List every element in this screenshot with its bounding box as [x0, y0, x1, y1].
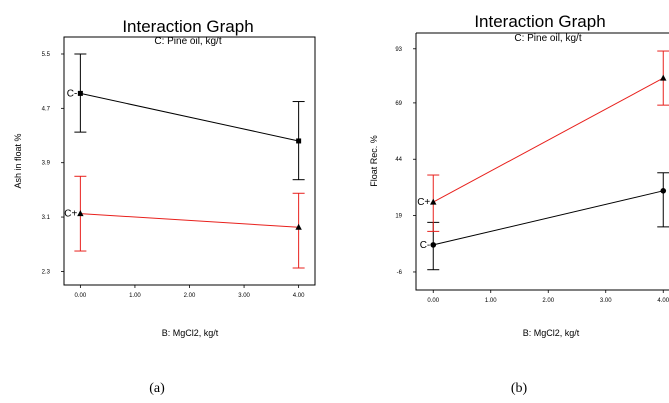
chart-a-series-c-plus-point	[295, 223, 302, 230]
chart-a-series-c-minus-point	[77, 90, 83, 96]
chart-a: Interaction Graph C: Pine oil, kg/t Ash …	[13, 17, 316, 396]
chart-a-y-axis-label: Ash in float %	[13, 133, 23, 188]
chart-a-x-tick-label: 1.00	[129, 293, 141, 299]
chart-a-caption: (a)	[149, 381, 165, 396]
chart-b-x-axis-label: B: MgCl2, kg/t	[523, 328, 580, 338]
chart-b-y-tick-label: 44	[395, 157, 402, 163]
chart-a-x-tick-label: 4.00	[293, 293, 305, 299]
chart-a-x-tick-label: 0.00	[75, 293, 87, 299]
chart-b-y-axis-label: Float Rec. %	[369, 135, 379, 187]
chart-a-series-c-minus-line	[80, 92, 299, 142]
chart-a-series-c-minus-point	[296, 138, 302, 144]
chart-a-series-c-plus-point	[77, 210, 84, 217]
chart-b-x-tick-label: 4.00	[657, 298, 669, 304]
chart-a-x-axis-label: B: MgCl2, kg/t	[162, 328, 219, 338]
chart-a-y-tick-label: 5.5	[42, 52, 51, 58]
chart-a-series-c-minus-label: C-	[67, 88, 78, 99]
chart-b-x-tick-label: 3.00	[600, 298, 612, 304]
chart-a-title: Interaction Graph	[122, 17, 253, 36]
chart-b: Interaction Graph C: Pine oil, kg/t Floa…	[369, 12, 669, 396]
chart-a-x-tick-label: 3.00	[238, 293, 250, 299]
chart-a-y-tick-label: 4.7	[42, 106, 51, 112]
chart-b-series-c-plus-point	[430, 198, 437, 205]
chart-b-series-c-minus-point	[660, 188, 667, 194]
chart-b-x-tick-label: 1.00	[485, 298, 497, 304]
chart-b-series-c-minus-point	[430, 242, 437, 248]
chart-b-y-tick-label: 69	[395, 101, 402, 107]
chart-b-x-tick-label: 0.00	[427, 298, 439, 304]
chart-a-marks: 0.00 1.00 2.00 3.00 4.00 2.3 3.1 3.9 4.7 5.5 C- C+	[42, 52, 305, 299]
chart-a-y-tick-label: 2.3	[42, 269, 51, 275]
chart-a-series-c-plus-label: C+	[64, 209, 77, 220]
chart-a-y-tick-label: 3.9	[42, 161, 51, 167]
chart-a-series-c-plus-line	[80, 213, 299, 228]
chart-b-plot-frame	[415, 33, 669, 291]
chart-b-title: Interaction Graph	[474, 12, 605, 31]
chart-b-caption: (b)	[511, 381, 528, 396]
chart-a-plot-frame	[63, 36, 316, 286]
chart-b-series-c-plus-line	[433, 77, 664, 203]
chart-b-subtitle: C: Pine oil, kg/t	[514, 33, 581, 44]
chart-b-series-c-minus-label: C-	[420, 240, 431, 251]
chart-a-subtitle: C: Pine oil, kg/t	[154, 36, 221, 47]
chart-b-series-c-plus-label: C+	[417, 197, 430, 208]
chart-a-y-tick-label: 3.1	[42, 215, 51, 221]
chart-b-marks: 0.00 1.00 2.00 3.00 4.00 -6 19 44 69 93 C- C+	[395, 47, 669, 304]
chart-b-series-c-plus-point	[660, 74, 667, 81]
chart-b-y-tick-label: 93	[395, 47, 402, 53]
chart-b-x-tick-label: 2.00	[542, 298, 554, 304]
chart-b-series-c-minus-line	[433, 190, 664, 246]
chart-b-y-tick-label: -6	[397, 270, 403, 276]
chart-b-y-tick-label: 19	[395, 214, 402, 220]
chart-a-x-tick-label: 2.00	[184, 293, 196, 299]
